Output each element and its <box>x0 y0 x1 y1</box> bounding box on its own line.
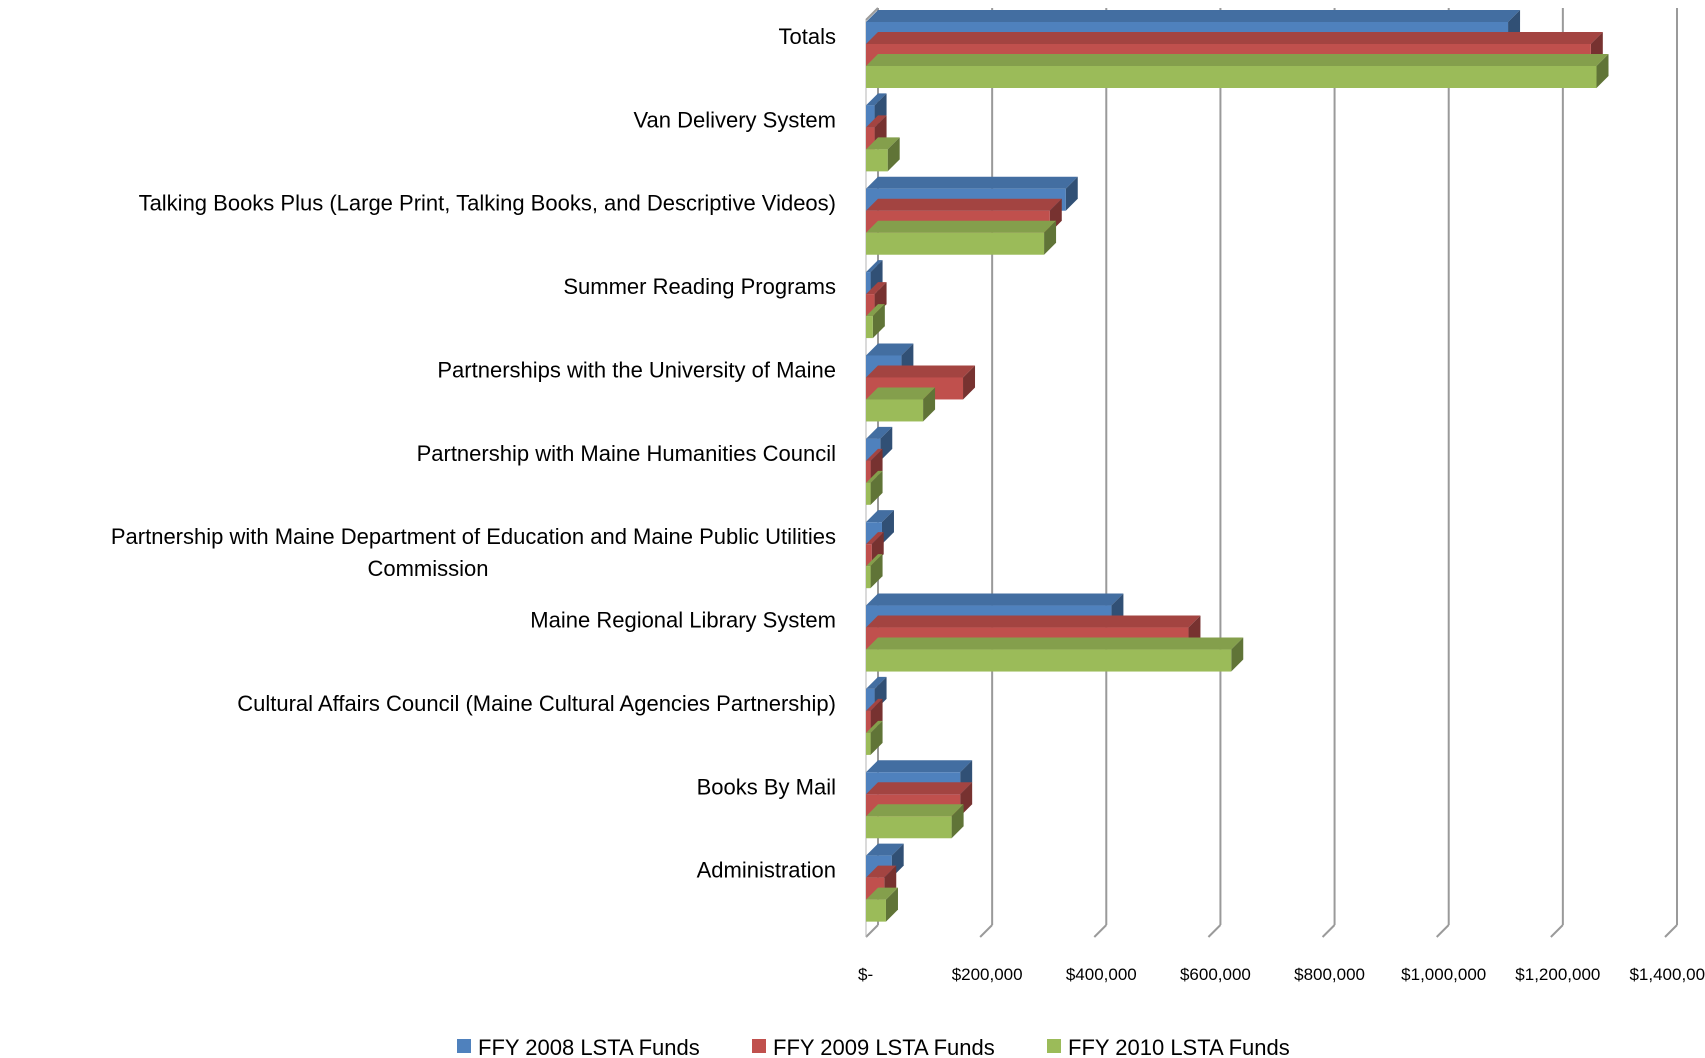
grid-layer <box>865 7 1678 938</box>
category-label: Maine Regional Library System <box>530 608 836 633</box>
category-label: Totals <box>779 24 836 49</box>
category-label: Talking Books Plus (Large Print, Talking… <box>139 191 836 216</box>
x-tick-label: $- <box>858 965 873 984</box>
bar-3-5 <box>866 387 936 422</box>
category-label: Partnership with Maine Humanities Counci… <box>417 441 836 466</box>
legend-swatch <box>457 1039 471 1053</box>
legend-item-3: FFY 2010 LSTA Funds <box>1047 1035 1290 1058</box>
gridline <box>1436 8 1450 938</box>
legend-item-2: FFY 2009 LSTA Funds <box>752 1035 995 1058</box>
category-label: Partnership with Maine Department of Edu… <box>111 524 836 581</box>
gridline <box>1093 8 1108 938</box>
legend-swatch <box>752 1039 766 1053</box>
category-label: Books By Mail <box>697 774 836 799</box>
category-label: Van Delivery System <box>633 107 836 132</box>
bar-3-2 <box>866 137 900 172</box>
category-label: Summer Reading Programs <box>563 274 836 299</box>
legend: FFY 2008 LSTA Funds FFY 2009 LSTA Funds FF… <box>457 1035 1290 1058</box>
gridline <box>1550 8 1564 938</box>
bar-3-3 <box>866 220 1057 255</box>
x-tick-label: $600,000 <box>1180 965 1251 984</box>
bar-3-7 <box>866 554 883 589</box>
bar-3-9 <box>866 720 883 755</box>
legend-label: FFY 2010 LSTA Funds <box>1068 1035 1290 1058</box>
bar-3-4 <box>866 304 885 339</box>
bar-3-11 <box>866 887 898 922</box>
x-tick-label: $1,200,000 <box>1515 965 1600 984</box>
x-tick-label: $1,400,000 <box>1629 965 1705 984</box>
gridline <box>1321 8 1336 938</box>
category-labels: Totals Van Delivery System Talking Books P… <box>111 24 836 883</box>
category-label: Partnerships with the University of Main… <box>437 357 836 382</box>
bar-1-7 <box>866 510 894 545</box>
bar-2-9 <box>866 698 883 733</box>
x-tick-label: $1,000,000 <box>1401 965 1486 984</box>
gridline <box>1664 8 1678 938</box>
category-label: Administration <box>697 858 836 883</box>
bar-3-8 <box>866 637 1244 672</box>
legend-label: FFY 2009 LSTA Funds <box>773 1035 995 1058</box>
legend-label: FFY 2008 LSTA Funds <box>478 1035 700 1058</box>
bar-3-10 <box>866 804 964 839</box>
bars-layer <box>866 10 1609 922</box>
legend-swatch <box>1047 1039 1061 1053</box>
bar-3-1 <box>866 54 1609 88</box>
x-tick-label: $400,000 <box>1066 965 1137 984</box>
x-axis-tick-labels: $- $200,000 $400,000 $600,000 $800,000 $1,000… <box>858 965 1705 984</box>
bar-2-6 <box>866 448 883 483</box>
gridline <box>1207 8 1222 938</box>
x-tick-label: $200,000 <box>952 965 1023 984</box>
x-tick-label: $800,000 <box>1294 965 1365 984</box>
gridline <box>979 8 994 938</box>
bar-1-4 <box>866 260 883 295</box>
category-label: Cultural Affairs Council (Maine Cultural… <box>237 691 836 716</box>
bar-3-6 <box>866 470 883 505</box>
legend-item-1: FFY 2008 LSTA Funds <box>457 1035 700 1058</box>
